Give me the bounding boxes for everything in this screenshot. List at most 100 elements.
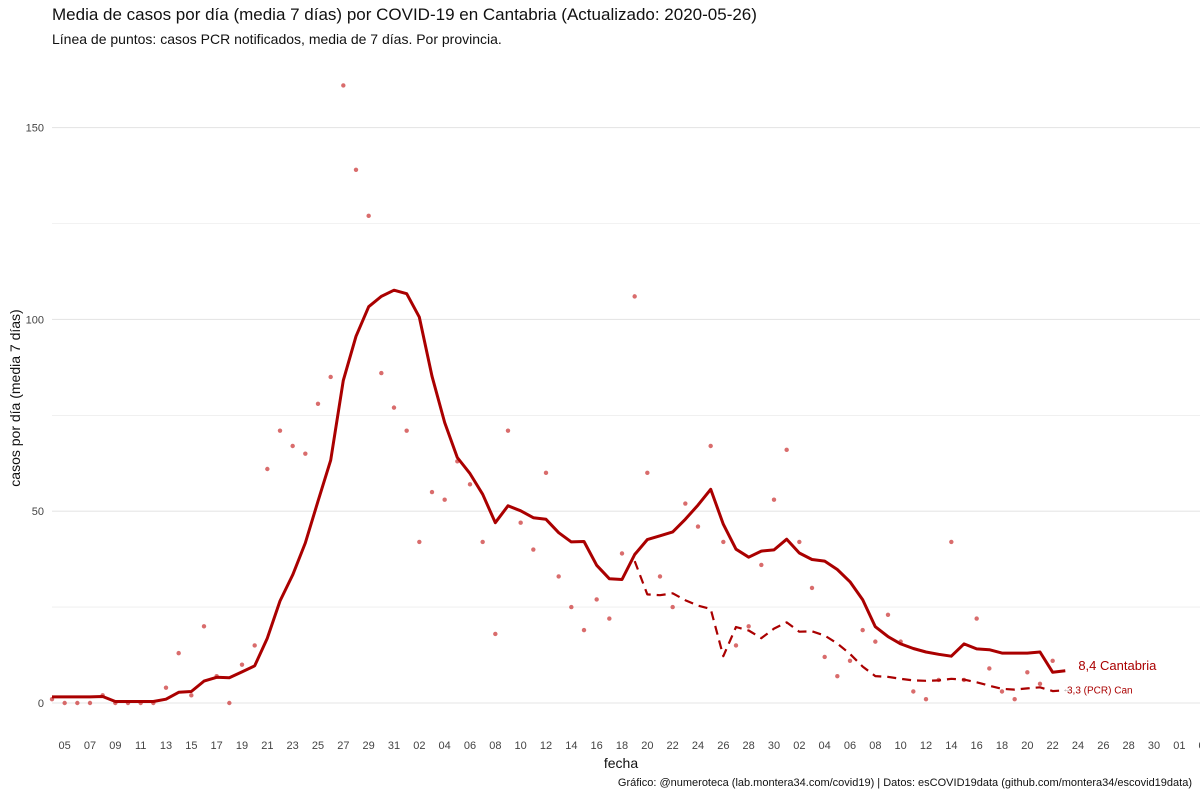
data-point <box>328 374 333 380</box>
data-point <box>442 497 447 502</box>
x-tick-label: 08 <box>869 740 881 752</box>
x-tick-label: 14 <box>565 740 577 752</box>
data-point <box>835 673 840 679</box>
data-point <box>353 167 359 172</box>
x-tick-label: 24 <box>692 740 704 752</box>
data-point <box>708 443 713 449</box>
x-tick-label: 28 <box>1123 740 1135 752</box>
data-point <box>657 574 663 579</box>
x-tick-label: 29 <box>363 740 375 752</box>
data-point <box>923 696 929 702</box>
data-point <box>417 539 422 545</box>
x-tick-label: 07 <box>84 740 96 752</box>
x-tick-label: 18 <box>996 740 1008 752</box>
x-tick-label: 24 <box>1072 740 1084 752</box>
data-point <box>201 624 207 629</box>
data-point <box>480 539 485 545</box>
x-tick-label: 10 <box>515 740 527 752</box>
data-point <box>746 624 751 629</box>
data-point <box>987 666 992 671</box>
x-tick-label: 16 <box>591 740 603 752</box>
data-point <box>860 627 865 633</box>
data-point <box>518 520 523 525</box>
y-tick-label: 50 <box>32 506 44 518</box>
data-point <box>252 643 257 648</box>
x-tick-label: 02 <box>793 740 805 752</box>
data-point <box>683 501 688 506</box>
data-point <box>366 213 371 219</box>
data-point <box>581 627 587 633</box>
x-tick-label: 04 <box>439 740 451 752</box>
data-point <box>632 294 637 299</box>
data-point <box>1037 681 1043 687</box>
x-tick-label: 08 <box>489 740 501 752</box>
x-tick-label: 18 <box>616 740 628 752</box>
x-tick-label: 06 <box>844 740 856 752</box>
data-point <box>493 631 498 637</box>
data-point <box>733 643 739 648</box>
x-tick-label: 06 <box>464 740 476 752</box>
series-lines <box>52 288 1066 703</box>
data-point <box>1012 696 1017 702</box>
data-point <box>784 447 789 453</box>
chart-subtitle: Línea de puntos: casos PCR notificados, … <box>52 31 502 47</box>
data-point <box>974 616 979 621</box>
x-tick-label: 15 <box>185 740 197 752</box>
y-tick-label: 150 <box>26 123 44 135</box>
series-label-pcr: 3,3 (PCR) Can <box>1067 685 1133 696</box>
series-label-cantabria: 8,4 Cantabria <box>1078 658 1157 673</box>
x-tick-label: 30 <box>1148 740 1160 752</box>
data-point <box>645 470 650 476</box>
x-tick-label: 13 <box>160 740 172 752</box>
data-point <box>303 451 308 456</box>
x-tick-label: 01 <box>1173 740 1185 752</box>
data-point <box>277 428 283 433</box>
data-point <box>290 443 295 449</box>
data-point <box>594 597 599 602</box>
x-tick-label: 20 <box>641 740 653 752</box>
data-point <box>949 539 954 545</box>
data-point <box>822 654 827 660</box>
data-point <box>341 83 346 88</box>
data-point <box>467 482 473 487</box>
x-tick-label: 19 <box>236 740 248 752</box>
data-point <box>543 470 549 476</box>
x-tick-label: 21 <box>261 740 273 752</box>
x-tick-label: 26 <box>1097 740 1109 752</box>
data-point <box>556 574 561 579</box>
data-point <box>607 616 612 621</box>
chart-title: Media de casos por día (media 7 días) po… <box>52 5 757 24</box>
data-point <box>797 539 802 545</box>
x-tick-label: 03 <box>1199 740 1200 752</box>
daily-points <box>49 83 1055 706</box>
data-point <box>163 685 169 690</box>
data-point <box>670 604 675 610</box>
y-tick-label: 0 <box>38 698 44 710</box>
data-point <box>619 551 625 556</box>
x-tick-label: 10 <box>895 740 907 752</box>
data-point <box>176 650 181 656</box>
x-axis-title: fecha <box>604 755 638 771</box>
x-tick-label: 02 <box>413 740 425 752</box>
x-tick-label: 16 <box>971 740 983 752</box>
data-point <box>189 693 194 698</box>
series-line-pcr <box>633 560 1066 693</box>
x-tick-label: 30 <box>768 740 780 752</box>
x-tick-label: 22 <box>1047 740 1059 752</box>
data-point <box>771 497 777 502</box>
data-point <box>885 612 891 617</box>
data-point <box>379 370 384 376</box>
x-tick-label: 11 <box>135 740 146 752</box>
x-tick-label: 31 <box>388 740 400 752</box>
data-point <box>404 428 409 433</box>
x-tick-label: 22 <box>667 740 679 752</box>
x-tick-label: 12 <box>540 740 552 752</box>
data-point <box>569 604 574 610</box>
y-axis-ticks: 0 50 100 150 <box>26 123 44 710</box>
x-axis-ticks: 05 07 09 11 13 15 17 19 21 23 25 27 29 31 02 04 06 08 10 12… <box>59 740 1200 752</box>
x-tick-label: 14 <box>945 740 957 752</box>
data-point <box>873 639 878 644</box>
data-point <box>759 562 764 568</box>
data-point <box>911 689 916 694</box>
